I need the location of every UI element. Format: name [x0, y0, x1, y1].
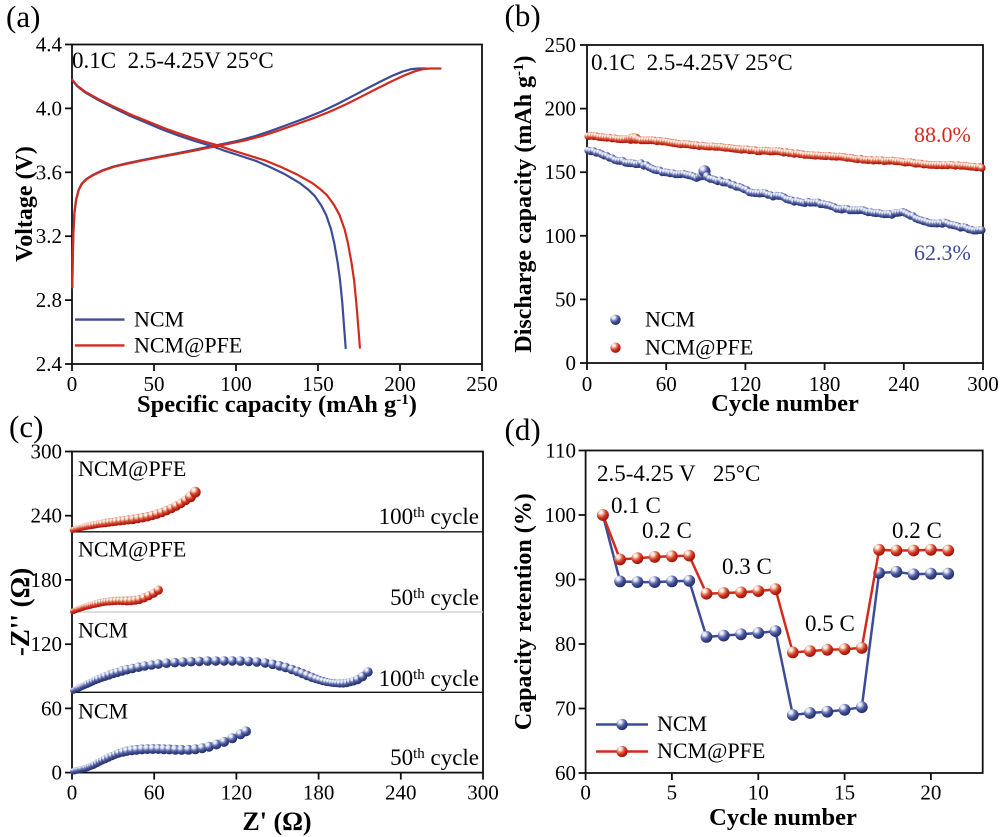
svg-text:5: 5 — [667, 781, 678, 805]
svg-text:4.4: 4.4 — [36, 33, 63, 57]
svg-text:250: 250 — [545, 33, 577, 57]
svg-text:15: 15 — [834, 781, 855, 805]
svg-text:60: 60 — [656, 372, 677, 396]
svg-text:3.2: 3.2 — [36, 224, 62, 248]
svg-text:60: 60 — [555, 761, 576, 785]
svg-text:200: 200 — [545, 97, 577, 121]
svg-text:10: 10 — [748, 781, 769, 805]
svg-text:(c): (c) — [9, 409, 43, 444]
svg-text:Z' (Ω): Z' (Ω) — [242, 807, 311, 836]
svg-text:240: 240 — [31, 504, 63, 528]
svg-text:120: 120 — [31, 632, 63, 656]
svg-text:70: 70 — [555, 697, 576, 721]
svg-text:100th cycle: 100th cycle — [379, 666, 479, 691]
svg-text:60: 60 — [41, 696, 62, 720]
svg-text:88.0%: 88.0% — [914, 122, 971, 147]
svg-text:4.0: 4.0 — [36, 96, 62, 120]
svg-text:50: 50 — [555, 287, 576, 311]
svg-text:NCM: NCM — [657, 711, 707, 736]
svg-text:180: 180 — [303, 781, 335, 805]
svg-text:250: 250 — [466, 372, 498, 396]
svg-text:60: 60 — [144, 781, 165, 805]
svg-text:0.3 C: 0.3 C — [722, 554, 772, 579]
svg-text:0: 0 — [52, 761, 63, 785]
svg-text:2.4: 2.4 — [36, 352, 63, 376]
svg-text:200: 200 — [384, 372, 416, 396]
svg-text:2.5-4.25 V 25°C: 2.5-4.25 V 25°C — [597, 461, 760, 486]
svg-text:50th cycle: 50th cycle — [390, 585, 479, 610]
svg-text:90: 90 — [555, 568, 576, 592]
svg-text:NCM@PFE: NCM@PFE — [78, 537, 186, 562]
svg-text:180: 180 — [809, 372, 841, 396]
svg-text:62.3%: 62.3% — [914, 240, 971, 265]
svg-text:240: 240 — [385, 781, 417, 805]
svg-text:180: 180 — [31, 568, 63, 592]
svg-text:Voltage (V): Voltage (V) — [12, 146, 38, 262]
svg-text:0.1C 2.5-4.25V 25°C: 0.1C 2.5-4.25V 25°C — [72, 48, 274, 73]
svg-text:Specific capacity (mAh g-1): Specific capacity (mAh g-1) — [137, 391, 417, 418]
svg-text:50th cycle: 50th cycle — [390, 745, 479, 770]
svg-text:300: 300 — [467, 781, 499, 805]
svg-text:Cycle number: Cycle number — [711, 390, 859, 417]
svg-text:-Z'' (Ω): -Z'' (Ω) — [5, 568, 35, 656]
svg-text:NCM@PFE: NCM@PFE — [657, 738, 765, 763]
svg-text:240: 240 — [888, 372, 920, 396]
svg-text:NCM: NCM — [78, 618, 128, 643]
svg-text:2.8: 2.8 — [36, 288, 62, 312]
svg-text:NCM@PFE: NCM@PFE — [645, 335, 753, 360]
svg-text:NCM@PFE: NCM@PFE — [134, 333, 242, 358]
svg-text:150: 150 — [545, 160, 577, 184]
svg-text:(a): (a) — [6, 0, 40, 34]
svg-text:120: 120 — [221, 781, 253, 805]
svg-text:110: 110 — [545, 439, 576, 463]
svg-text:0: 0 — [67, 372, 78, 396]
svg-text:3.6: 3.6 — [36, 160, 62, 184]
svg-text:80: 80 — [555, 632, 576, 656]
svg-text:0: 0 — [566, 351, 577, 375]
svg-text:0.1C 2.5-4.25V 25°C: 0.1C 2.5-4.25V 25°C — [591, 50, 793, 75]
svg-text:100: 100 — [220, 372, 252, 396]
svg-text:0: 0 — [580, 781, 591, 805]
svg-text:0.5 C: 0.5 C — [805, 611, 855, 636]
svg-text:100: 100 — [545, 224, 577, 248]
svg-text:NCM: NCM — [78, 699, 128, 724]
svg-text:(b): (b) — [505, 0, 541, 33]
svg-text:Discharge capacity (mAh g-1): Discharge capacity (mAh g-1) — [511, 55, 537, 352]
svg-text:0: 0 — [582, 372, 593, 396]
svg-text:0.2 C: 0.2 C — [892, 518, 942, 543]
svg-text:0: 0 — [67, 781, 78, 805]
svg-text:100th cycle: 100th cycle — [379, 504, 479, 529]
svg-text:Cycle number: Cycle number — [709, 804, 857, 831]
svg-text:100: 100 — [545, 503, 577, 527]
svg-text:NCM@PFE: NCM@PFE — [78, 456, 186, 481]
svg-text:300: 300 — [31, 440, 63, 464]
svg-text:NCM: NCM — [134, 307, 184, 332]
svg-text:120: 120 — [730, 372, 762, 396]
svg-text:Capacity retention (%): Capacity retention (%) — [511, 493, 537, 730]
svg-text:150: 150 — [302, 372, 334, 396]
svg-text:20: 20 — [920, 781, 941, 805]
svg-text:50: 50 — [144, 372, 165, 396]
svg-text:NCM: NCM — [645, 307, 695, 332]
svg-text:0.2 C: 0.2 C — [642, 518, 692, 543]
svg-text:(d): (d) — [505, 412, 541, 447]
svg-text:300: 300 — [967, 372, 999, 396]
svg-text:0.1 C: 0.1 C — [611, 493, 661, 518]
